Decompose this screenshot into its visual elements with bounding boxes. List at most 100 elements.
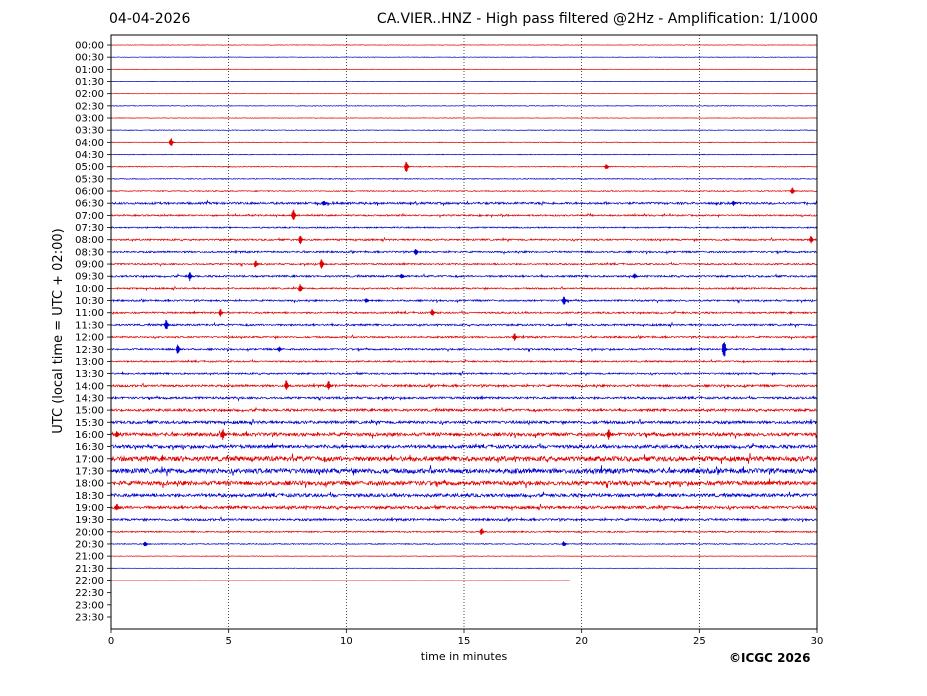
- y-tick-label: 20:30: [75, 539, 104, 550]
- y-tick-label: 11:30: [75, 320, 104, 331]
- y-tick-label: 08:00: [75, 235, 104, 246]
- y-tick-label: 06:00: [75, 187, 104, 198]
- y-tick-label: 09:30: [75, 272, 104, 283]
- y-tick-label: 12:00: [75, 333, 104, 344]
- x-tick-label: 25: [693, 636, 706, 647]
- event-burst: [175, 344, 183, 354]
- trace-20:30: [110, 542, 818, 546]
- trace-09:00: [110, 261, 818, 268]
- x-tick-label: 10: [340, 636, 353, 647]
- y-tick-label: 01:00: [75, 65, 104, 76]
- copyright-notice: ©ICGC 2026: [729, 651, 811, 665]
- event-burst: [604, 164, 611, 169]
- y-tick-label: 02:00: [75, 89, 104, 100]
- event-burst: [142, 541, 150, 547]
- y-tick-label: 13:30: [75, 369, 104, 380]
- x-axis-label: time in minutes: [421, 650, 508, 663]
- event-burst: [364, 298, 371, 303]
- y-tick-label: 00:00: [75, 41, 104, 52]
- event-burst: [298, 284, 305, 292]
- event-burst: [277, 346, 284, 353]
- trace-02:30: [110, 104, 818, 107]
- event-burst: [319, 259, 327, 269]
- y-tick-label: 19:00: [75, 503, 104, 514]
- trace-12:30: [110, 347, 818, 353]
- y-tick-label: 09:00: [75, 260, 104, 271]
- trace-10:00: [110, 285, 818, 292]
- y-tick-label: 02:30: [75, 101, 104, 112]
- y-tick-label: 00:30: [75, 53, 104, 64]
- trace-05:00: [110, 165, 818, 168]
- trace-17:30: [110, 465, 818, 477]
- trace-17:00: [110, 452, 818, 464]
- y-tick-label: 19:30: [75, 515, 104, 526]
- y-tick-label: 10:30: [75, 296, 104, 307]
- event-burst: [404, 161, 411, 173]
- event-burst: [114, 503, 122, 511]
- event-burst: [168, 138, 176, 146]
- event-burst: [561, 296, 569, 305]
- y-tick-label: 17:30: [75, 466, 104, 477]
- y-axis-label: UTC (local time = UTC + 02:00): [51, 228, 66, 433]
- y-tick-label: 22:00: [75, 576, 104, 587]
- y-tick-label: 05:00: [75, 162, 104, 173]
- y-tick-label: 18:00: [75, 479, 104, 490]
- trace-15:30: [110, 418, 818, 426]
- y-tick-label: 03:00: [75, 114, 104, 125]
- trace-19:00: [110, 503, 818, 511]
- event-burst: [731, 200, 738, 206]
- y-tick-label: 13:00: [75, 357, 104, 368]
- x-tick-label: 0: [108, 636, 114, 647]
- event-burst: [187, 272, 195, 282]
- plot-date: 04-04-2026: [109, 11, 191, 27]
- y-tick-label: 21:30: [75, 564, 104, 575]
- event-burst: [430, 309, 437, 316]
- event-burst: [413, 248, 421, 256]
- y-tick-label: 07:30: [75, 223, 104, 234]
- x-tick-label: 30: [811, 636, 824, 647]
- event-burst: [298, 235, 305, 245]
- y-tick-label: 10:00: [75, 284, 104, 295]
- y-tick-label: 11:00: [75, 308, 104, 319]
- x-tick-label: 15: [458, 636, 471, 647]
- event-burst: [114, 431, 122, 438]
- trace-15:00: [110, 406, 818, 413]
- event-burst: [606, 429, 614, 440]
- event-burst: [164, 319, 171, 330]
- trace-10:30: [110, 298, 818, 304]
- y-tick-label: 20:00: [75, 527, 104, 538]
- y-tick-label: 18:30: [75, 491, 104, 502]
- y-tick-label: 03:30: [75, 126, 104, 137]
- event-burst: [399, 273, 407, 279]
- y-tick-label: 17:00: [75, 454, 104, 465]
- trace-04:00: [110, 141, 818, 144]
- event-burst: [321, 200, 329, 206]
- event-burst: [721, 342, 729, 357]
- y-tick-label: 14:00: [75, 381, 104, 392]
- trace-04:30: [110, 153, 818, 156]
- y-tick-label: 23:30: [75, 612, 104, 623]
- event-burst: [808, 236, 816, 244]
- y-tick-label: 15:30: [75, 418, 104, 429]
- trace-20:00: [110, 530, 818, 534]
- event-burst: [253, 260, 261, 268]
- x-tick-label: 20: [575, 636, 588, 647]
- trace-03:30: [110, 129, 818, 132]
- y-tick-label: 12:30: [75, 345, 104, 356]
- y-tick-label: 06:30: [75, 199, 104, 210]
- trace-12:00: [110, 334, 818, 341]
- event-burst: [326, 381, 334, 390]
- event-burst: [479, 528, 487, 535]
- trace-18:00: [110, 478, 818, 489]
- event-burst: [220, 428, 228, 441]
- y-tick-label: 14:30: [75, 393, 104, 404]
- y-tick-label: 01:30: [75, 77, 104, 88]
- trace-11:00: [110, 309, 818, 316]
- x-tick-label: 5: [225, 636, 231, 647]
- trace-19:30: [110, 515, 818, 523]
- y-tick-label: 22:30: [75, 588, 104, 599]
- y-tick-label: 16:30: [75, 442, 104, 453]
- y-tick-label: 21:00: [75, 552, 104, 563]
- event-burst: [561, 541, 569, 547]
